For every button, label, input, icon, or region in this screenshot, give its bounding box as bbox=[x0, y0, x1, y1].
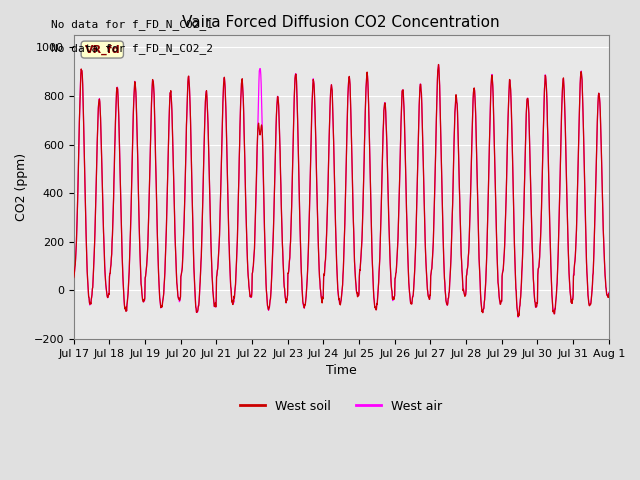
Text: No data for f_FD_N_CO2_1: No data for f_FD_N_CO2_1 bbox=[51, 19, 213, 30]
Text: VR_fd: VR_fd bbox=[84, 45, 120, 55]
Legend: West soil, West air: West soil, West air bbox=[236, 395, 447, 418]
Text: No data for f_FD_N_CO2_2: No data for f_FD_N_CO2_2 bbox=[51, 43, 213, 54]
Title: Vaira Forced Diffusion CO2 Concentration: Vaira Forced Diffusion CO2 Concentration bbox=[182, 15, 500, 30]
Y-axis label: CO2 (ppm): CO2 (ppm) bbox=[15, 153, 28, 221]
X-axis label: Time: Time bbox=[326, 364, 356, 377]
